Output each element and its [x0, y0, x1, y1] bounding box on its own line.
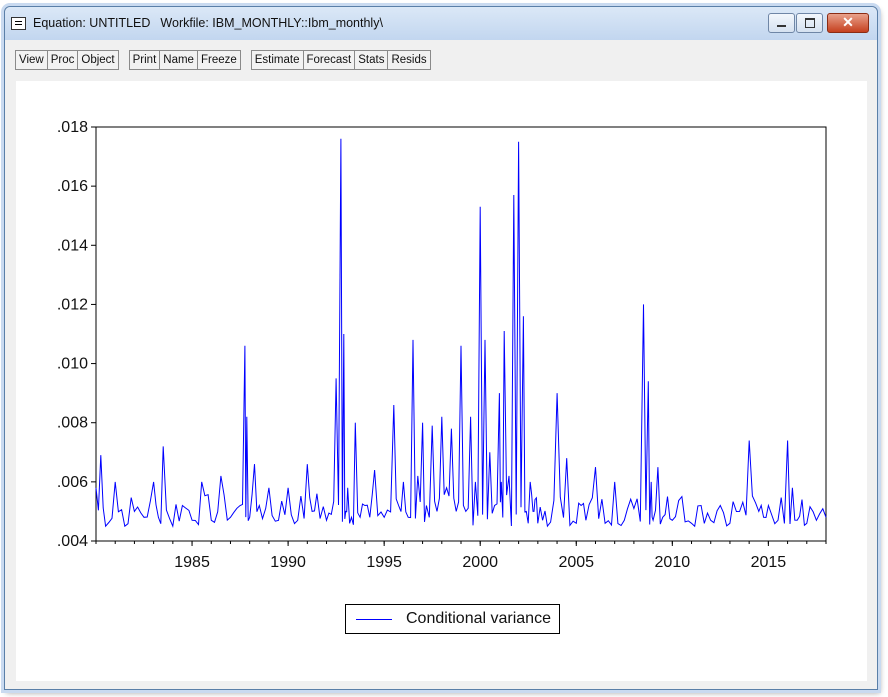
- x-tick-label: 1985: [174, 554, 210, 571]
- maximize-button[interactable]: [796, 13, 823, 33]
- print-button[interactable]: Print: [128, 50, 160, 70]
- y-tick-label: .014: [57, 237, 88, 254]
- close-icon: ✕: [842, 14, 854, 30]
- y-tick-label: .012: [57, 296, 88, 313]
- y-tick-label: .006: [57, 474, 88, 491]
- equation-window: Equation: UNTITLED Workfile: IBM_MONTHLY:…: [4, 6, 878, 690]
- y-tick-label: .004: [57, 533, 88, 550]
- chart-legend: Conditional variance: [345, 604, 560, 634]
- title-bar[interactable]: Equation: UNTITLED Workfile: IBM_MONTHLY:…: [5, 7, 877, 40]
- maximize-icon: [805, 18, 815, 28]
- toolbar: View Proc Object Print Name Freeze Estim…: [15, 50, 441, 70]
- window-title: Equation: UNTITLED Workfile: IBM_MONTHLY:…: [33, 16, 383, 30]
- toolbar-group-object: View Proc Object: [15, 50, 119, 70]
- x-tick-label: 1995: [366, 554, 402, 571]
- forecast-button[interactable]: Forecast: [302, 50, 355, 70]
- proc-button[interactable]: Proc: [46, 50, 78, 70]
- plot-frame: [95, 126, 827, 542]
- x-tick-label: 2000: [462, 554, 498, 571]
- estimate-button[interactable]: Estimate: [250, 50, 303, 70]
- x-tick-label: 2010: [655, 554, 691, 571]
- conditional-variance-chart: .004 .006 .008 .010 .012 .014 .016 .018 1985 1990…: [57, 119, 827, 571]
- legend-line-swatch: [356, 618, 392, 620]
- minimize-button[interactable]: [768, 13, 795, 33]
- minimize-icon: [777, 25, 786, 27]
- toolbar-group-equation: Estimate Forecast Stats Resids: [250, 50, 431, 70]
- object-button[interactable]: Object: [77, 50, 119, 70]
- x-tick-label: 1990: [270, 554, 306, 571]
- y-tick-label: .018: [57, 119, 88, 136]
- y-tick-label: .010: [57, 356, 88, 373]
- series-line-conditional-variance: [95, 138, 827, 529]
- equation-title: Equation: UNTITLED: [33, 16, 151, 30]
- x-tick-label: 2015: [751, 554, 787, 571]
- y-tick-label: .008: [57, 415, 88, 432]
- toolbar-group-output: Print Name Freeze: [128, 50, 241, 70]
- y-tick-label: .016: [57, 178, 88, 195]
- x-tick-label: 2005: [558, 554, 594, 571]
- view-button[interactable]: View: [15, 50, 47, 70]
- graph-view: .004 .006 .008 .010 .012 .014 .016 .018 1985 1990…: [16, 81, 867, 681]
- name-button[interactable]: Name: [159, 50, 197, 70]
- window-controls: ✕: [767, 13, 869, 33]
- legend-label: Conditional variance: [406, 610, 551, 627]
- system-menu-icon[interactable]: [11, 17, 26, 30]
- stats-button[interactable]: Stats: [354, 50, 388, 70]
- resids-button[interactable]: Resids: [387, 50, 431, 70]
- workfile-label: Workfile: IBM_MONTHLY::Ibm_monthly\: [160, 16, 383, 30]
- close-button[interactable]: ✕: [827, 13, 869, 33]
- freeze-button[interactable]: Freeze: [196, 50, 241, 70]
